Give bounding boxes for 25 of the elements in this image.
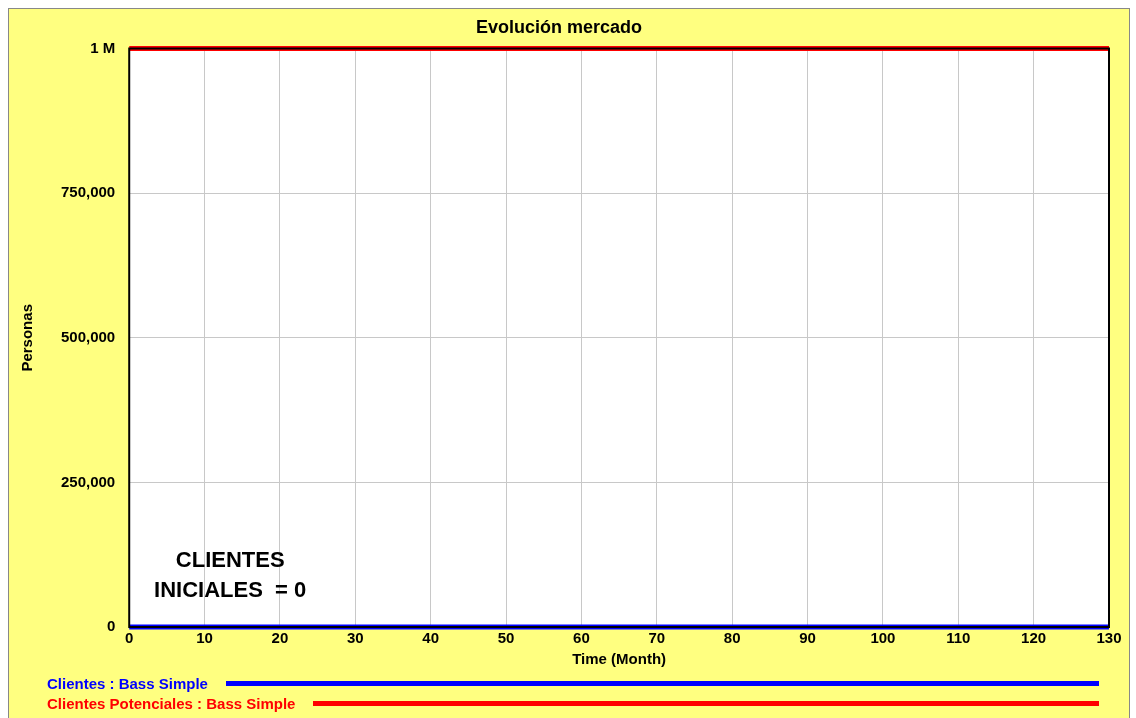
y-tick-label: 0 [106, 617, 116, 635]
x-axis-title: Time (Month) [572, 650, 667, 668]
y-axis-title: Personas [18, 304, 36, 372]
x-tick-label: 10 [196, 629, 213, 647]
annotation: CLIENTES INICIALES = 0 [154, 547, 307, 602]
x-tick-label: 100 [870, 629, 896, 647]
y-tick-label: 500,000 [60, 327, 116, 345]
x-tick-label: 80 [723, 629, 741, 647]
x-tick-label: 110 [946, 629, 971, 647]
y-tick-label: 1 M [90, 38, 116, 56]
x-tick-label: 120 [1021, 629, 1047, 647]
x-tick-label: 60 [573, 629, 590, 647]
x-tick-label: 50 [497, 629, 515, 647]
x-tick-label: 20 [271, 629, 289, 647]
x-tick-label: 70 [648, 629, 666, 647]
text: Clientes Potenciales : Bass Simple [47, 694, 296, 712]
y-tick-label: 250,000 [60, 472, 116, 490]
y-tick-label: 750,000 [60, 183, 116, 201]
x-tick-label: 30 [346, 629, 364, 647]
x-tick-label: 130 [1096, 629, 1122, 647]
x-tick-label: 90 [799, 629, 816, 647]
chart-title: Evolución mercado [475, 16, 643, 37]
text: Clientes : Bass Simple [47, 674, 208, 692]
x-tick-label: 40 [422, 629, 440, 647]
x-tick-label: 0 [125, 629, 134, 647]
